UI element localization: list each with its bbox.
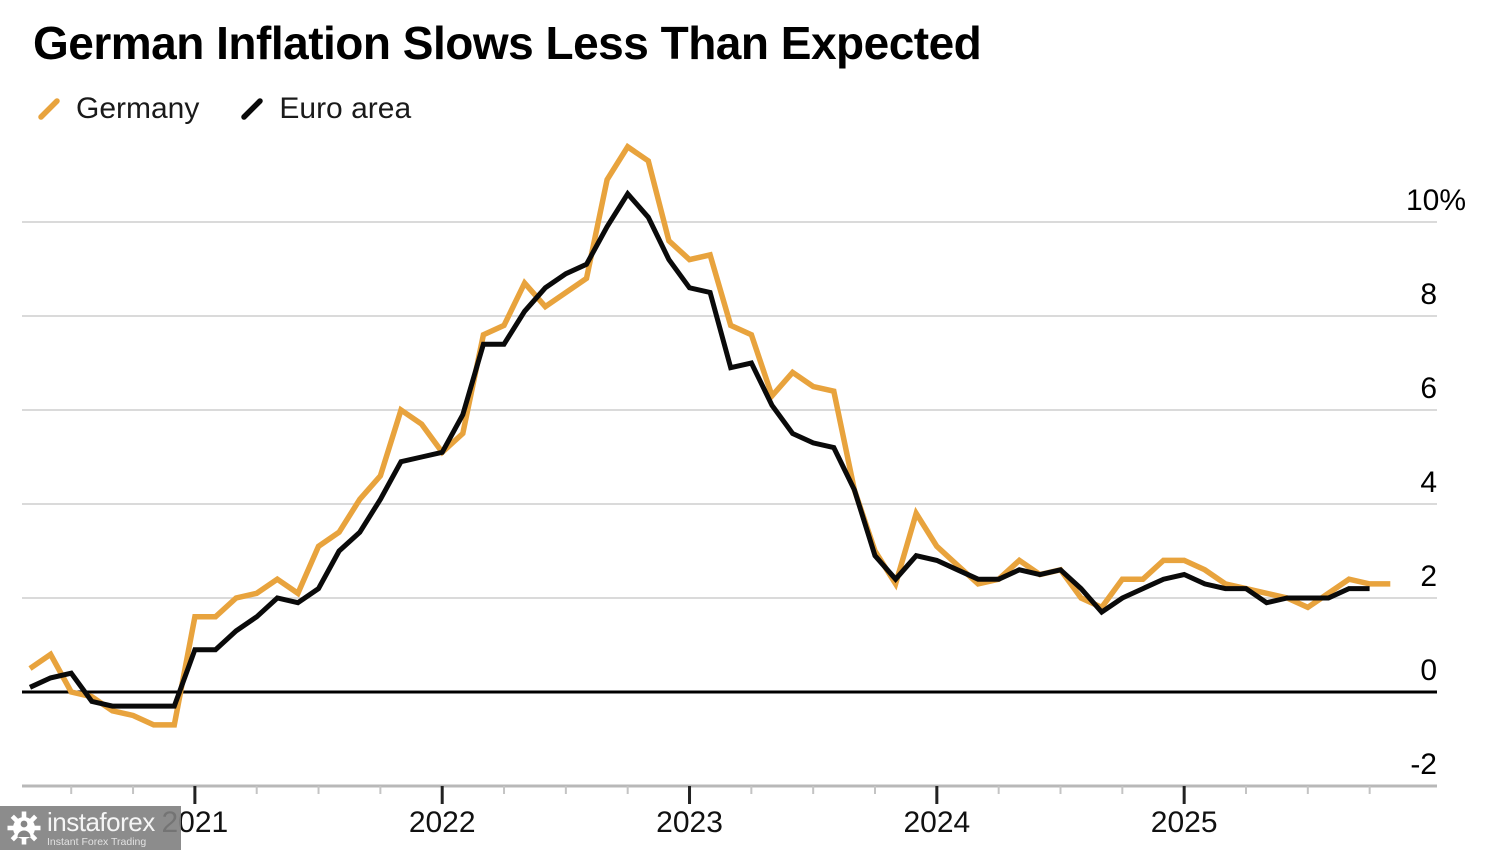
y-axis-label: 10% xyxy=(1406,184,1466,217)
legend-item-germany: Germany xyxy=(36,92,199,126)
x-axis-label: 2025 xyxy=(1151,806,1218,839)
euro-area-line-swatch-icon xyxy=(241,98,264,120)
legend: Germany Euro area xyxy=(36,92,411,126)
series-line-euro-area xyxy=(28,189,1370,709)
instaforex-logo-icon xyxy=(7,811,41,845)
series-line-germany xyxy=(28,142,1391,728)
x-axis-label: 2024 xyxy=(903,806,970,839)
y-axis-label: -2 xyxy=(1410,748,1437,781)
x-axis-label: 2022 xyxy=(409,806,476,839)
watermark: instaforex Instant Forex Trading xyxy=(0,806,181,850)
chart-title: German Inflation Slows Less Than Expecte… xyxy=(33,17,982,69)
legend-label-germany: Germany xyxy=(76,92,200,125)
germany-line-swatch-icon xyxy=(38,98,60,120)
y-axis-label: 8 xyxy=(1420,278,1437,311)
legend-label-euro-area: Euro area xyxy=(279,92,412,125)
x-axis-label: 2023 xyxy=(656,806,723,839)
y-axis-label: 0 xyxy=(1420,654,1437,687)
y-axis-label: 4 xyxy=(1420,466,1437,499)
y-axis-label: 2 xyxy=(1420,560,1437,593)
y-axis-label: 6 xyxy=(1420,372,1437,405)
watermark-tagline: Instant Forex Trading xyxy=(47,835,147,848)
watermark-brand: instaforex xyxy=(47,806,155,837)
legend-item-euro-area: Euro area xyxy=(239,92,411,126)
